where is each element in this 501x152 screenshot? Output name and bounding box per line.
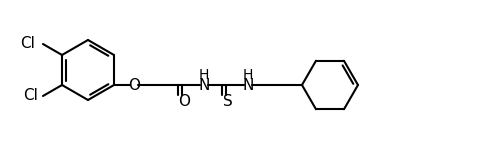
Text: H: H [243, 68, 253, 82]
Text: Cl: Cl [23, 88, 38, 104]
Text: H: H [199, 68, 209, 82]
Text: O: O [178, 93, 190, 109]
Text: N: N [242, 78, 254, 93]
Text: N: N [198, 78, 209, 93]
Text: Cl: Cl [20, 36, 35, 52]
Text: O: O [128, 78, 140, 93]
Text: S: S [223, 93, 233, 109]
